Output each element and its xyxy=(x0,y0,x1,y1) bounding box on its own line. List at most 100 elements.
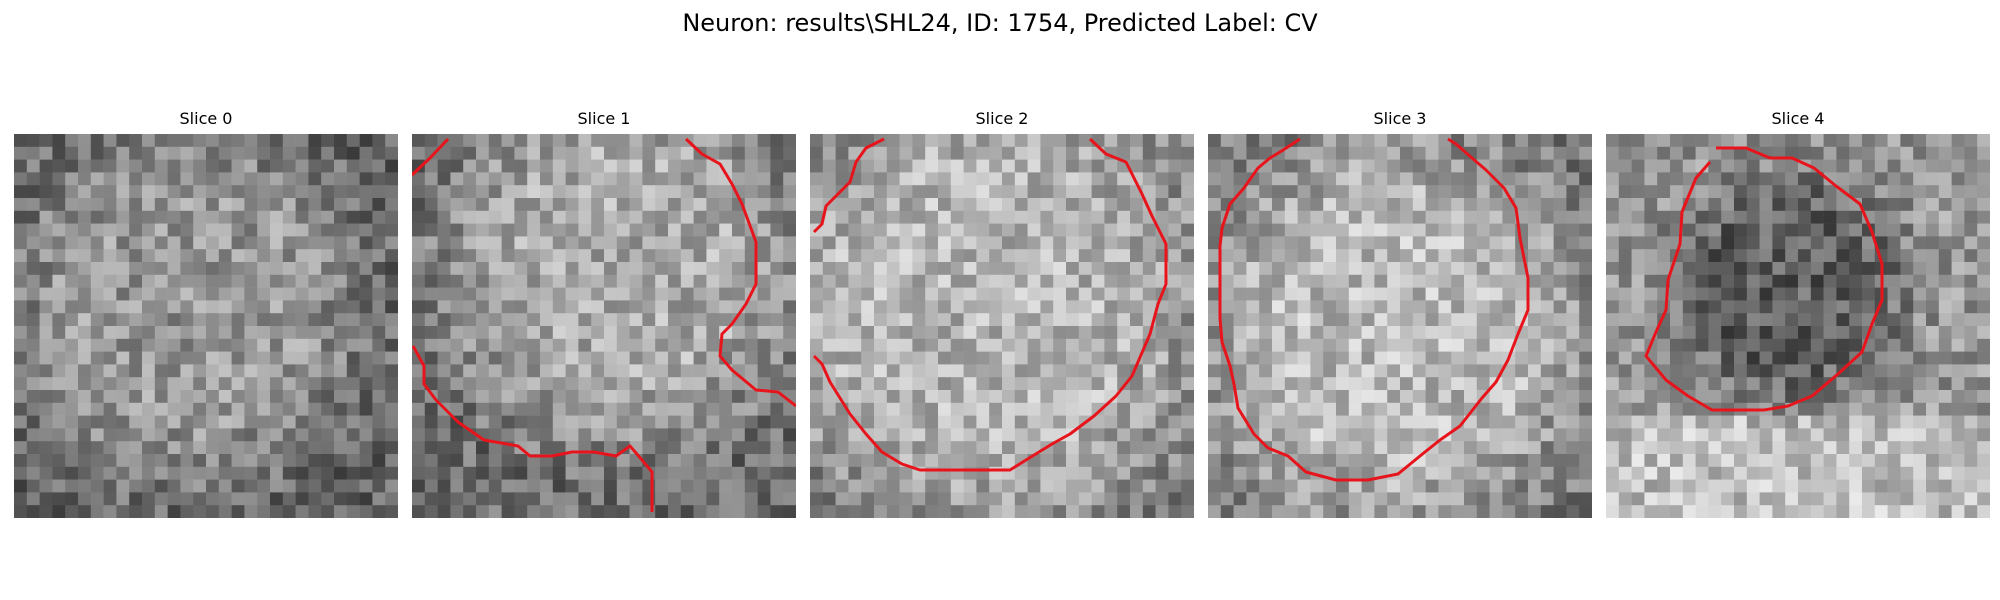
noise-pixel xyxy=(719,313,733,327)
noise-pixel xyxy=(1040,364,1054,378)
noise-pixel xyxy=(1566,134,1580,148)
noise-pixel xyxy=(39,313,53,327)
noise-pixel xyxy=(783,338,796,352)
noise-pixel xyxy=(257,262,271,276)
noise-pixel xyxy=(1785,159,1799,173)
noise-pixel xyxy=(1310,249,1324,263)
noise-pixel xyxy=(912,505,926,518)
noise-pixel xyxy=(1849,236,1863,250)
noise-pixel xyxy=(463,249,477,263)
noise-pixel xyxy=(1528,313,1542,327)
noise-pixel xyxy=(1272,185,1286,199)
noise-pixel xyxy=(1181,415,1194,429)
noise-pixel xyxy=(78,338,92,352)
noise-pixel xyxy=(706,377,720,391)
noise-pixel xyxy=(655,300,669,314)
noise-pixel xyxy=(26,402,40,416)
noise-pixel xyxy=(231,505,245,518)
noise-pixel xyxy=(1913,287,1927,301)
noise-pixel xyxy=(1951,415,1965,429)
noise-pixel xyxy=(65,505,79,518)
noise-pixel xyxy=(1117,454,1131,468)
noise-pixel xyxy=(1644,249,1658,263)
noise-pixel xyxy=(693,249,707,263)
noise-pixel xyxy=(938,249,952,263)
noise-pixel xyxy=(1823,134,1837,148)
noise-pixel xyxy=(770,492,784,506)
noise-pixel xyxy=(848,134,862,148)
noise-pixel xyxy=(1014,172,1028,186)
noise-pixel xyxy=(129,223,143,237)
noise-pixel xyxy=(732,466,746,480)
noise-pixel xyxy=(116,313,130,327)
noise-pixel xyxy=(90,300,104,314)
noise-pixel xyxy=(1836,390,1850,404)
noise-pixel xyxy=(1836,287,1850,301)
noise-pixel xyxy=(1515,300,1529,314)
noise-pixel xyxy=(1849,390,1863,404)
noise-pixel xyxy=(1798,210,1812,224)
noise-pixel xyxy=(1606,364,1620,378)
noise-pixel xyxy=(514,159,528,173)
noise-pixel xyxy=(1412,300,1426,314)
noise-pixel xyxy=(1451,223,1465,237)
noise-pixel xyxy=(1027,351,1041,365)
noise-pixel xyxy=(604,172,618,186)
noise-pixel xyxy=(154,159,168,173)
noise-pixel xyxy=(78,274,92,288)
noise-pixel xyxy=(1579,492,1592,506)
noise-pixel xyxy=(193,390,207,404)
noise-pixel xyxy=(1502,505,1516,518)
noise-pixel xyxy=(231,146,245,160)
noise-pixel xyxy=(1348,134,1362,148)
noise-pixel xyxy=(925,172,939,186)
noise-pixel xyxy=(501,492,515,506)
noise-pixel xyxy=(1515,479,1529,493)
noise-pixel xyxy=(1579,338,1592,352)
noise-grid-0 xyxy=(14,134,398,518)
noise-pixel xyxy=(1464,466,1478,480)
noise-pixel xyxy=(1977,505,1990,518)
noise-pixel xyxy=(1400,505,1414,518)
noise-pixel xyxy=(1913,300,1927,314)
noise-pixel xyxy=(1695,351,1709,365)
noise-pixel xyxy=(1695,198,1709,212)
noise-pixel xyxy=(218,274,232,288)
noise-pixel xyxy=(1810,287,1824,301)
noise-pixel xyxy=(1348,198,1362,212)
noise-pixel xyxy=(629,351,643,365)
noise-pixel xyxy=(1708,479,1722,493)
noise-pixel xyxy=(501,351,515,365)
noise-pixel xyxy=(218,415,232,429)
noise-pixel xyxy=(1515,134,1529,148)
noise-pixel xyxy=(295,441,309,455)
noise-pixel xyxy=(1272,198,1286,212)
noise-pixel xyxy=(359,428,373,442)
noise-pixel xyxy=(1515,274,1529,288)
noise-pixel xyxy=(1874,505,1888,518)
noise-pixel xyxy=(1746,198,1760,212)
noise-pixel xyxy=(1027,364,1041,378)
noise-pixel xyxy=(1272,351,1286,365)
noise-pixel xyxy=(1400,134,1414,148)
noise-pixel xyxy=(142,146,156,160)
noise-pixel xyxy=(835,428,849,442)
noise-pixel xyxy=(1900,505,1914,518)
noise-pixel xyxy=(565,134,579,148)
noise-pixel xyxy=(1412,287,1426,301)
noise-pixel xyxy=(1336,338,1350,352)
noise-pixel xyxy=(359,185,373,199)
noise-pixel xyxy=(1078,441,1092,455)
noise-pixel xyxy=(1246,185,1260,199)
noise-pixel xyxy=(1476,505,1490,518)
noise-pixel xyxy=(1259,185,1273,199)
noise-pixel xyxy=(334,185,348,199)
noise-pixel xyxy=(1272,466,1286,480)
noise-pixel xyxy=(1361,313,1375,327)
noise-pixel xyxy=(604,287,618,301)
noise-pixel xyxy=(861,390,875,404)
noise-pixel xyxy=(26,377,40,391)
noise-pixel xyxy=(1323,274,1337,288)
noise-pixel xyxy=(372,454,386,468)
noise-pixel xyxy=(1284,313,1298,327)
